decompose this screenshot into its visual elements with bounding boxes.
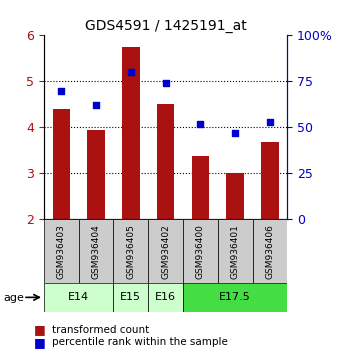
Text: GSM936404: GSM936404 xyxy=(92,224,101,279)
FancyBboxPatch shape xyxy=(218,219,252,283)
Point xyxy=(58,88,64,93)
FancyBboxPatch shape xyxy=(114,219,148,283)
FancyBboxPatch shape xyxy=(148,219,183,283)
Text: GSM936402: GSM936402 xyxy=(161,224,170,279)
FancyBboxPatch shape xyxy=(44,219,79,283)
Text: ■: ■ xyxy=(34,324,46,336)
Text: GSM936406: GSM936406 xyxy=(265,224,274,279)
Text: ■: ■ xyxy=(34,336,46,349)
Text: E15: E15 xyxy=(120,292,141,302)
Bar xyxy=(261,142,279,219)
Point xyxy=(198,121,203,127)
FancyBboxPatch shape xyxy=(183,283,287,312)
FancyBboxPatch shape xyxy=(252,219,287,283)
Text: transformed count: transformed count xyxy=(52,325,150,335)
FancyBboxPatch shape xyxy=(114,283,148,312)
Text: GSM936401: GSM936401 xyxy=(231,224,240,279)
Point xyxy=(128,69,134,75)
Point xyxy=(233,130,238,136)
Text: age: age xyxy=(3,293,24,303)
Text: E17.5: E17.5 xyxy=(219,292,251,302)
Text: percentile rank within the sample: percentile rank within the sample xyxy=(52,337,228,347)
Bar xyxy=(157,104,174,219)
Bar xyxy=(122,47,140,219)
FancyBboxPatch shape xyxy=(183,219,218,283)
Text: E14: E14 xyxy=(68,292,89,302)
Point xyxy=(93,103,99,108)
Text: GSM936405: GSM936405 xyxy=(126,224,135,279)
Text: E16: E16 xyxy=(155,292,176,302)
FancyBboxPatch shape xyxy=(148,283,183,312)
Point xyxy=(163,80,168,86)
Bar xyxy=(192,156,209,219)
FancyBboxPatch shape xyxy=(44,283,114,312)
Bar xyxy=(226,173,244,219)
Title: GDS4591 / 1425191_at: GDS4591 / 1425191_at xyxy=(85,19,246,33)
Bar xyxy=(88,130,105,219)
FancyBboxPatch shape xyxy=(79,219,114,283)
Bar xyxy=(53,109,70,219)
Text: GSM936403: GSM936403 xyxy=(57,224,66,279)
Text: GSM936400: GSM936400 xyxy=(196,224,205,279)
Point xyxy=(267,119,273,125)
